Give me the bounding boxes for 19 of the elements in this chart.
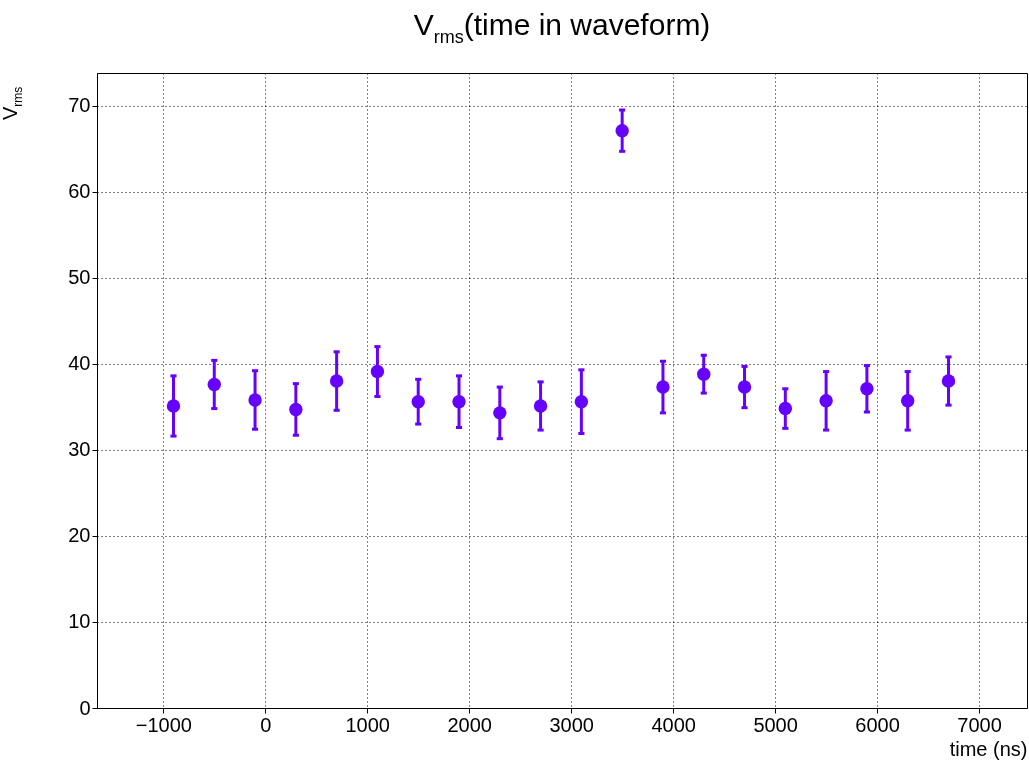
y-tick-label: 0 <box>79 696 91 719</box>
x-axis-title: time (ns) <box>949 737 1028 760</box>
x-tick-label: 3000 <box>549 713 594 736</box>
x-tick-label: 4000 <box>651 713 696 736</box>
x-tick-label: −1000 <box>135 713 192 736</box>
x-tick-label: 5000 <box>753 713 798 736</box>
x-tick-label: 7000 <box>957 713 1002 736</box>
y-tick-label: 20 <box>68 524 91 547</box>
y-tick-label: 40 <box>68 352 91 375</box>
x-tick-label: 2000 <box>447 713 492 736</box>
x-tick-label: 1000 <box>345 713 390 736</box>
y-tick-label: 50 <box>68 266 91 289</box>
x-tick-label: 0 <box>260 713 272 736</box>
y-tick-label: 60 <box>68 180 91 203</box>
y-tick-label: 10 <box>68 610 91 633</box>
y-axis-title: Vrms <box>0 86 25 120</box>
x-tick-label: 6000 <box>855 713 900 736</box>
y-tick-label: 30 <box>68 438 91 461</box>
y-tick-label: 70 <box>68 94 91 117</box>
